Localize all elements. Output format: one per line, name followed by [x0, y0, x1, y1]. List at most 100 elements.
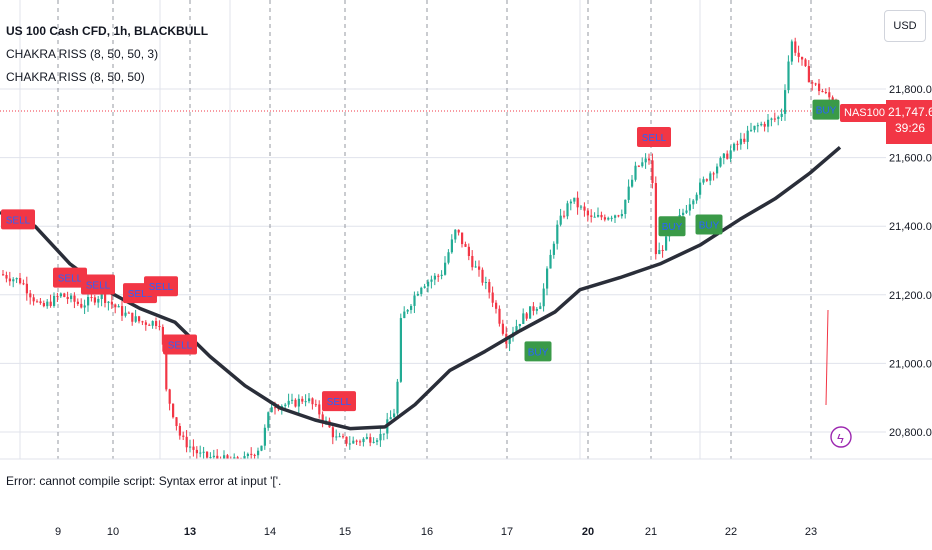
- candle-body: [131, 312, 134, 322]
- candle-body: [233, 457, 236, 459]
- candle-body: [342, 436, 345, 438]
- candle-body: [148, 324, 151, 326]
- time-scale[interactable]: [0, 516, 932, 550]
- x-tick-label: 16: [421, 526, 433, 538]
- sell-signal-label[interactable]: SELL: [1, 209, 35, 230]
- signal-text: SELL: [168, 341, 193, 352]
- price-scale[interactable]: [886, 0, 932, 550]
- candle-body: [410, 305, 413, 310]
- candle-body: [824, 92, 827, 94]
- x-tick-label: 21: [645, 526, 657, 538]
- candle-body: [420, 287, 423, 294]
- candle-body: [818, 83, 821, 92]
- x-tick-label: 9: [55, 526, 61, 538]
- candle-body: [814, 83, 817, 85]
- candle-body: [665, 236, 668, 251]
- candle-body: [117, 306, 120, 308]
- candle-body: [709, 173, 712, 181]
- candle-body: [25, 283, 28, 294]
- candle-body: [699, 182, 702, 195]
- candle-body: [185, 436, 188, 448]
- buy-signal-label[interactable]: BUY: [524, 341, 552, 362]
- drawing-line[interactable]: [825, 309, 829, 406]
- symbol-title[interactable]: US 100 Cash CFD, 1h, BLACKBULL: [6, 24, 209, 38]
- candle-body: [413, 295, 416, 306]
- candle-body: [590, 215, 593, 217]
- sell-signal-label[interactable]: SELL: [53, 267, 87, 288]
- candle-body: [260, 445, 263, 451]
- candle-body: [474, 266, 477, 268]
- candle-body: [750, 129, 753, 131]
- candle-body: [32, 297, 35, 302]
- y-tick-label: 21,600.00: [889, 153, 932, 165]
- candle-body: [308, 398, 311, 402]
- y-tick-label: 21,200.00: [889, 290, 932, 302]
- sell-signal-label[interactable]: SELL: [637, 127, 671, 148]
- sell-signal-label[interactable]: SELL: [322, 391, 356, 412]
- candle-body: [365, 437, 368, 439]
- candle-body: [362, 438, 365, 443]
- sell-signal-label[interactable]: SELL: [144, 276, 178, 297]
- buy-signal-label[interactable]: BUY: [658, 216, 686, 237]
- candle-body: [39, 301, 42, 304]
- candle-body: [518, 323, 521, 327]
- buy-signal-label[interactable]: BUY: [695, 214, 723, 235]
- candle-body: [807, 66, 810, 83]
- currency-button[interactable]: USD: [884, 10, 926, 42]
- indicator-1-label[interactable]: CHAKRA RISS (8, 50, 50, 3): [6, 47, 159, 61]
- candle-body: [454, 229, 457, 240]
- signal-text: SELL: [6, 215, 31, 226]
- moving-average-line: [0, 145, 842, 431]
- candle-body: [600, 214, 603, 218]
- candle-body: [403, 311, 406, 319]
- candle-body: [573, 197, 576, 202]
- candle-body: [314, 404, 317, 406]
- candle-body: [529, 306, 532, 319]
- candle-body: [784, 90, 787, 114]
- candle-body: [29, 293, 32, 298]
- candle-body: [56, 295, 59, 297]
- candle-body: [155, 321, 158, 326]
- signal-text: SELL: [58, 274, 83, 285]
- candle-body: [450, 239, 453, 253]
- x-tick-label: 10: [107, 526, 119, 538]
- indicator-2-label[interactable]: CHAKRA RISS (8, 50, 50): [6, 70, 145, 84]
- candle-body: [624, 199, 627, 214]
- candle-body: [192, 446, 195, 450]
- candle-body: [447, 252, 450, 263]
- candle-body: [603, 217, 606, 220]
- candle-body: [542, 288, 545, 307]
- candle-body: [794, 41, 797, 53]
- candle-body: [484, 281, 487, 283]
- y-tick-label: 21,800.00: [889, 84, 932, 96]
- candle-body: [345, 436, 348, 444]
- candle-body: [46, 301, 49, 307]
- candle-body: [801, 56, 804, 60]
- sell-signal-label[interactable]: SELL: [163, 334, 197, 355]
- candle-body: [321, 414, 324, 422]
- candle-body: [212, 455, 215, 458]
- alert-bolt-icon[interactable]: [830, 426, 852, 448]
- buy-signal-label[interactable]: BUY: [812, 99, 840, 120]
- candle-body: [161, 326, 164, 345]
- candle-body: [178, 426, 181, 436]
- candle-body: [722, 153, 725, 159]
- candle-body: [97, 298, 100, 303]
- candle-body: [607, 217, 610, 220]
- candle-body: [763, 123, 766, 127]
- candle-body: [70, 295, 73, 300]
- candle-body: [376, 440, 379, 442]
- candle-body: [226, 455, 229, 459]
- candle-body: [144, 322, 147, 325]
- candle-body: [304, 401, 307, 403]
- candle-body: [712, 173, 715, 175]
- candle-body: [2, 274, 5, 276]
- sell-signal-label[interactable]: SELL: [81, 274, 115, 295]
- candle-body: [257, 450, 260, 456]
- candle-body: [546, 268, 549, 289]
- x-tick-label: 23: [805, 526, 817, 538]
- candle-body: [73, 295, 76, 302]
- candle-body: [777, 116, 780, 119]
- candle-body: [216, 455, 219, 459]
